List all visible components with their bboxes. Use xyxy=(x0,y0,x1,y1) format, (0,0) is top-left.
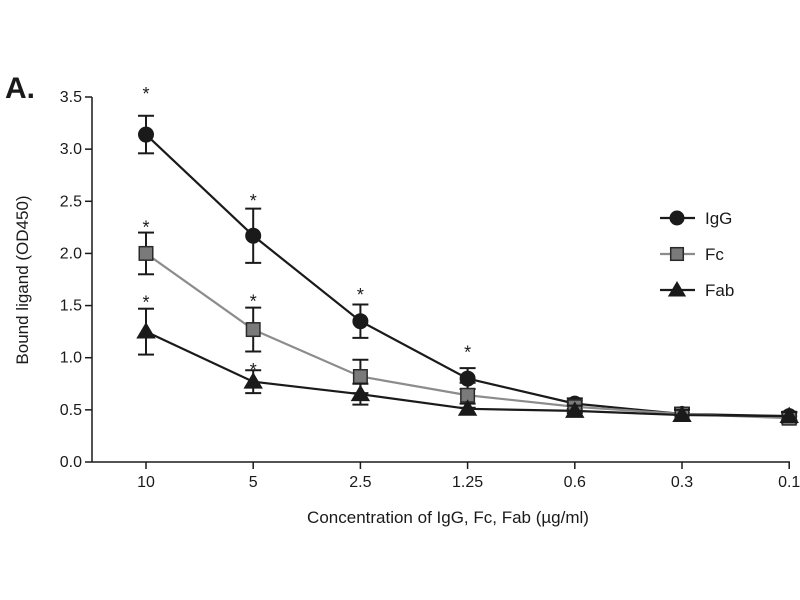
significance-star: * xyxy=(357,285,364,305)
legend-marker xyxy=(667,281,687,297)
data-point-fab xyxy=(672,405,692,422)
y-axis: 0.0 0.5 1.0 1.5 2.0 2.5 3.0 3.5 xyxy=(60,89,93,471)
legend-label: Fc xyxy=(705,245,724,264)
significance-star: * xyxy=(142,217,149,237)
data-point-igg xyxy=(138,126,154,143)
x-tick-label: 1.25 xyxy=(452,474,483,491)
y-tick-label: 1.5 xyxy=(60,298,82,315)
panel-label: A. xyxy=(5,72,35,105)
data-point-fab xyxy=(457,399,478,416)
x-tick-label: 0.6 xyxy=(564,474,586,491)
y-tick-label: 0.0 xyxy=(60,454,82,471)
legend: IgG Fc Fab xyxy=(660,209,734,300)
significance-star: * xyxy=(464,342,471,362)
x-axis: 10 5 2.5 1.25 0.6 0.3 0.1 xyxy=(92,461,800,491)
legend-label: Fab xyxy=(705,281,734,300)
x-tick-label: 2.5 xyxy=(349,474,371,491)
legend-item-fc: Fc xyxy=(660,245,724,264)
series-fc xyxy=(138,231,798,426)
data-point-fc xyxy=(245,322,261,338)
series-fab xyxy=(136,307,799,424)
x-tick-label: 0.1 xyxy=(778,474,800,491)
significance-star: * xyxy=(142,292,149,312)
legend-label: IgG xyxy=(705,209,732,228)
x-axis-title: Concentration of IgG, Fc, Fab (µg/ml) xyxy=(307,508,589,527)
y-tick-label: 0.5 xyxy=(60,402,82,419)
significance-star: * xyxy=(250,360,257,380)
x-tick-label: 0.3 xyxy=(671,474,693,491)
legend-marker xyxy=(669,246,685,262)
series-igg xyxy=(138,114,798,425)
data-point-fab xyxy=(565,401,585,418)
data-point-fab xyxy=(243,372,263,389)
data-point-fab xyxy=(136,322,156,339)
significance-star: * xyxy=(250,291,257,311)
series-layer xyxy=(136,114,799,426)
x-tick-label: 5 xyxy=(249,474,258,491)
data-point-fc xyxy=(138,245,154,261)
annotation-layer: * * * * * * * * xyxy=(142,84,471,380)
data-point-fab xyxy=(779,406,799,424)
data-point-fab xyxy=(350,384,371,402)
y-axis-title: Bound ligand (OD450) xyxy=(13,195,32,364)
data-point-igg xyxy=(245,227,262,244)
y-tick-label: 2.0 xyxy=(60,245,82,262)
data-point-fc xyxy=(352,368,368,384)
y-tick-label: 2.5 xyxy=(60,193,82,210)
y-tick-label: 1.0 xyxy=(60,350,82,367)
x-tick-label: 10 xyxy=(137,474,155,491)
y-tick-label: 3.5 xyxy=(60,89,82,106)
legend-marker xyxy=(669,210,685,226)
legend-item-fab: Fab xyxy=(660,281,734,300)
data-point-igg xyxy=(352,313,369,330)
legend-item-igg: IgG xyxy=(660,209,732,228)
significance-star: * xyxy=(142,84,149,104)
y-tick-label: 3.0 xyxy=(60,141,82,158)
significance-star: * xyxy=(250,191,257,211)
